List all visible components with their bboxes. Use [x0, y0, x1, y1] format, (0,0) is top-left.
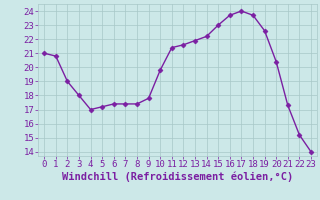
X-axis label: Windchill (Refroidissement éolien,°C): Windchill (Refroidissement éolien,°C) [62, 172, 293, 182]
